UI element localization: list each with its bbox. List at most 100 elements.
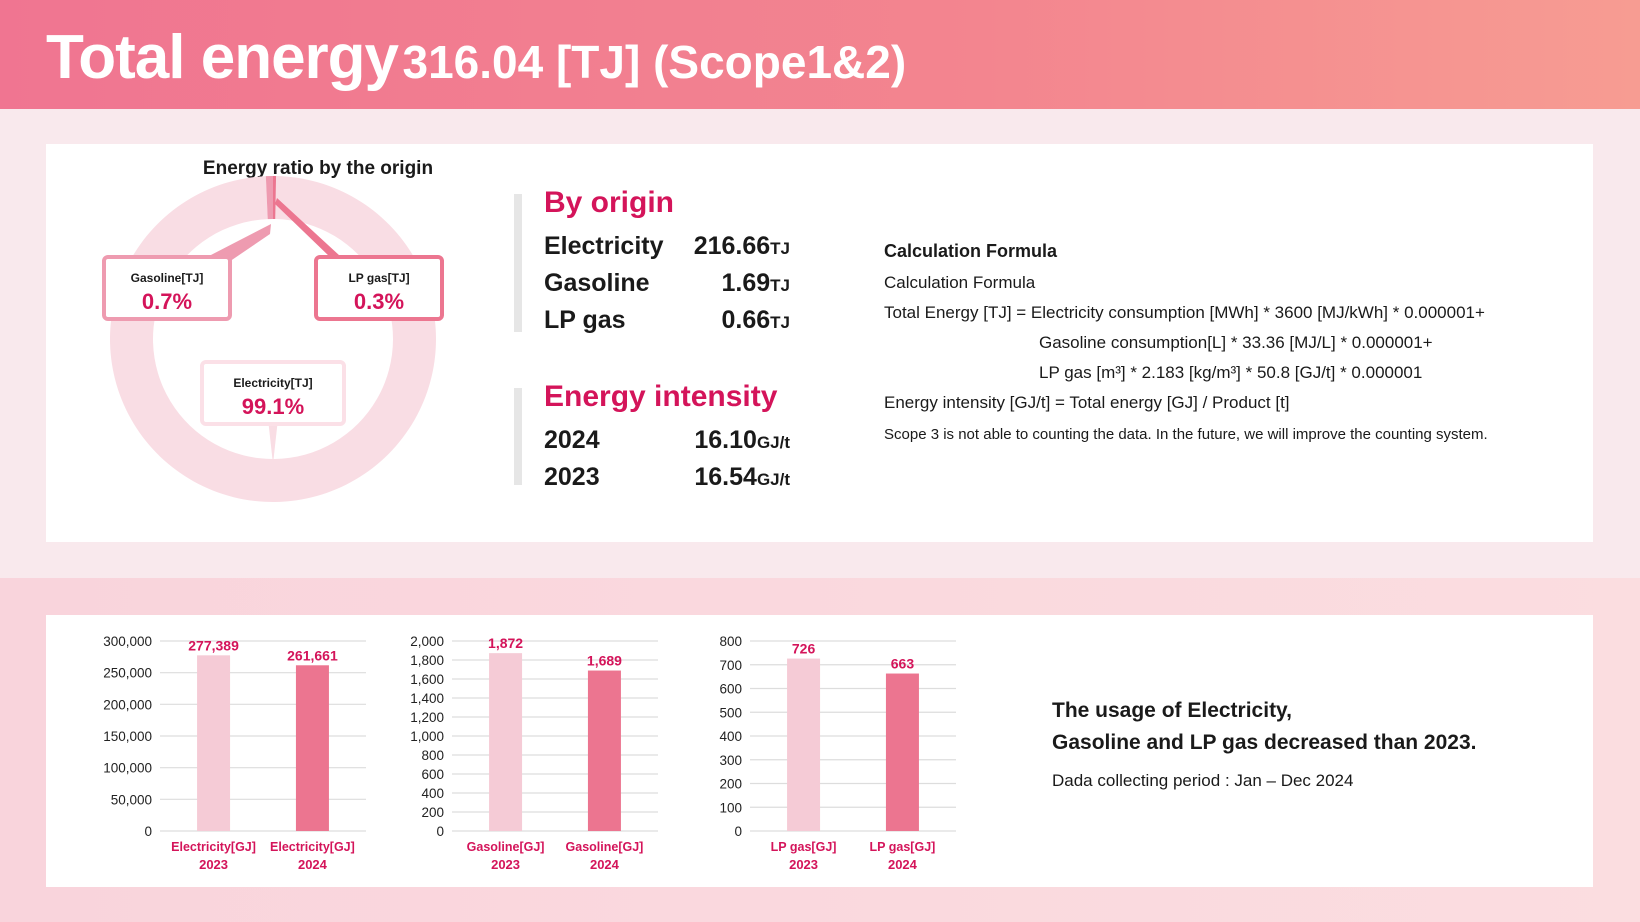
x-tick-year: 2024 bbox=[590, 857, 620, 872]
y-tick-label: 2,000 bbox=[410, 634, 444, 649]
bar-2023 bbox=[197, 655, 231, 831]
origin-unit: TJ bbox=[770, 313, 790, 332]
origin-name: Electricity bbox=[544, 232, 664, 260]
lp-gas-bar-chart: 0 100 200 300 400 500 600 700 800 726 LP gas[GJ] 20… bbox=[719, 634, 956, 872]
formula-line: LP gas [m³] * 2.183 [kg/m³] * 50.8 [GJ/t… bbox=[1039, 363, 1423, 382]
y-tick-label: 200 bbox=[421, 805, 444, 820]
summary-card: Energy ratio by the origin Gasoline[TJ] … bbox=[46, 144, 1593, 542]
bar-value-label: 1,872 bbox=[488, 635, 523, 651]
bar-value-label: 277,389 bbox=[188, 637, 239, 653]
callout-electricity: Electricity[TJ] 99.1% bbox=[200, 360, 346, 426]
page-title-value: 316.04 [TJ] (Scope1&2) bbox=[402, 36, 907, 88]
x-tick-label: LP gas[GJ] bbox=[771, 840, 837, 854]
y-tick-label: 1,200 bbox=[410, 710, 444, 725]
by-origin-title: By origin bbox=[544, 186, 675, 219]
usage-summary: The usage of Electricity, Gasoline and L… bbox=[1052, 695, 1476, 791]
y-tick-label: 1,000 bbox=[410, 729, 444, 744]
origin-value: 1.69 bbox=[721, 269, 771, 297]
callout-gasoline: Gasoline[TJ] 0.7% bbox=[102, 255, 232, 321]
bar-value-label: 726 bbox=[792, 641, 816, 657]
origin-value: 0.66 bbox=[721, 306, 771, 334]
y-tick-label: 200,000 bbox=[103, 697, 152, 712]
intensity-title: Energy intensity bbox=[544, 380, 778, 413]
origin-unit: TJ bbox=[770, 239, 790, 258]
callout-label: Electricity[TJ] bbox=[233, 376, 313, 390]
y-tick-label: 200 bbox=[719, 777, 742, 792]
y-tick-label: 0 bbox=[734, 824, 742, 839]
intensity-unit: GJ/t bbox=[756, 433, 790, 452]
x-tick-label: Electricity[GJ] bbox=[270, 840, 355, 854]
formula-line: Total Energy [TJ] = Electricity consumpt… bbox=[884, 303, 1485, 322]
electricity-leader bbox=[268, 419, 278, 464]
origin-value: 216.66 bbox=[693, 232, 771, 260]
donut-chart bbox=[109, 176, 436, 502]
callout-percent: 0.7% bbox=[141, 289, 193, 314]
x-tick-label: Electricity[GJ] bbox=[171, 840, 256, 854]
donut-slice-lp-gas bbox=[273, 176, 277, 220]
callout-lp-gas: LP gas[TJ] 0.3% bbox=[314, 255, 444, 321]
y-tick-label: 600 bbox=[421, 767, 444, 782]
x-tick-label: Gasoline[GJ] bbox=[467, 840, 545, 854]
x-tick-year: 2023 bbox=[491, 857, 520, 872]
y-tick-label: 100 bbox=[719, 800, 742, 815]
summary-line: Gasoline and LP gas decreased than 2023. bbox=[1052, 731, 1477, 754]
callout-percent: 0.3% bbox=[353, 289, 405, 314]
y-tick-label: 800 bbox=[421, 748, 444, 763]
intensity-year: 2023 bbox=[544, 463, 600, 491]
page-title: Total energy 316.04 [TJ] (Scope1&2) bbox=[46, 22, 906, 93]
formula-line: Gasoline consumption[L] * 33.36 [MJ/L] *… bbox=[1039, 333, 1433, 352]
header-banner: Total energy 316.04 [TJ] (Scope1&2) bbox=[0, 0, 1640, 109]
formula-line: Energy intensity [GJ/t] = Total energy [… bbox=[884, 393, 1290, 412]
x-tick-year: 2024 bbox=[298, 857, 328, 872]
x-tick-year: 2024 bbox=[888, 857, 918, 872]
formula-heading: Calculation Formula bbox=[884, 241, 1058, 261]
y-tick-label: 700 bbox=[719, 658, 742, 673]
y-tick-label: 50,000 bbox=[111, 792, 152, 807]
bar-2023 bbox=[787, 658, 821, 831]
summary-line: The usage of Electricity, bbox=[1052, 699, 1293, 722]
y-tick-label: 1,400 bbox=[410, 691, 444, 706]
origin-name: Gasoline bbox=[544, 269, 650, 297]
y-tick-label: 400 bbox=[421, 786, 444, 801]
x-tick-label: LP gas[GJ] bbox=[870, 840, 936, 854]
collection-period: Dada collecting period : Jan – Dec 2024 bbox=[1052, 771, 1354, 790]
by-origin-section: By origin Electricity 216.66TJ Gasoline … bbox=[514, 186, 790, 334]
bar-2024 bbox=[295, 665, 329, 831]
donut-slice-gasoline bbox=[265, 176, 273, 220]
y-tick-label: 250,000 bbox=[103, 666, 152, 681]
intensity-year: 2024 bbox=[544, 426, 600, 454]
page-title-main: Total energy bbox=[46, 23, 399, 92]
gasoline-bar-chart: 0 200 400 600 800 1,000 1,200 1,400 1,600 1,800 2,… bbox=[410, 634, 658, 872]
intensity-unit: GJ/t bbox=[756, 470, 790, 489]
origin-unit: TJ bbox=[770, 276, 790, 295]
y-tick-label: 1,800 bbox=[410, 653, 444, 668]
x-tick-year: 2023 bbox=[789, 857, 818, 872]
callout-label: LP gas[TJ] bbox=[348, 271, 410, 285]
y-tick-label: 0 bbox=[436, 824, 444, 839]
y-tick-label: 300 bbox=[719, 753, 742, 768]
y-tick-label: 100,000 bbox=[103, 761, 152, 776]
electricity-bar-chart: 0 50,000 100,000 150,000 200,000 250,000 300,0… bbox=[103, 634, 366, 872]
scope3-note: Scope 3 is not able to counting the data… bbox=[884, 426, 1488, 443]
bar-2024 bbox=[885, 673, 919, 831]
formula-subheading: Calculation Formula bbox=[884, 273, 1036, 292]
calculation-formula: Calculation Formula Calculation Formula … bbox=[884, 236, 1488, 450]
bar-value-label: 1,689 bbox=[587, 653, 622, 669]
intensity-value: 16.10 bbox=[694, 426, 757, 454]
y-tick-label: 800 bbox=[719, 634, 742, 649]
donut-title: Energy ratio by the origin bbox=[202, 158, 434, 179]
x-tick-year: 2023 bbox=[199, 857, 228, 872]
callout-label: Gasoline[TJ] bbox=[130, 271, 204, 285]
energy-intensity-section: Energy intensity 2024 16.10GJ/t 2023 16.… bbox=[514, 380, 790, 491]
y-tick-label: 600 bbox=[719, 682, 742, 697]
callout-percent: 99.1% bbox=[241, 394, 305, 419]
y-tick-label: 1,600 bbox=[410, 672, 444, 687]
bar-value-label: 261,661 bbox=[287, 647, 338, 663]
bar-2023 bbox=[489, 653, 523, 831]
charts-card: 0 50,000 100,000 150,000 200,000 250,000 300,0… bbox=[46, 615, 1593, 887]
lp-gas-leader bbox=[275, 198, 340, 258]
y-tick-label: 300,000 bbox=[103, 634, 152, 649]
bar-2024 bbox=[587, 670, 621, 831]
y-tick-label: 400 bbox=[719, 729, 742, 744]
y-tick-label: 150,000 bbox=[103, 729, 152, 744]
